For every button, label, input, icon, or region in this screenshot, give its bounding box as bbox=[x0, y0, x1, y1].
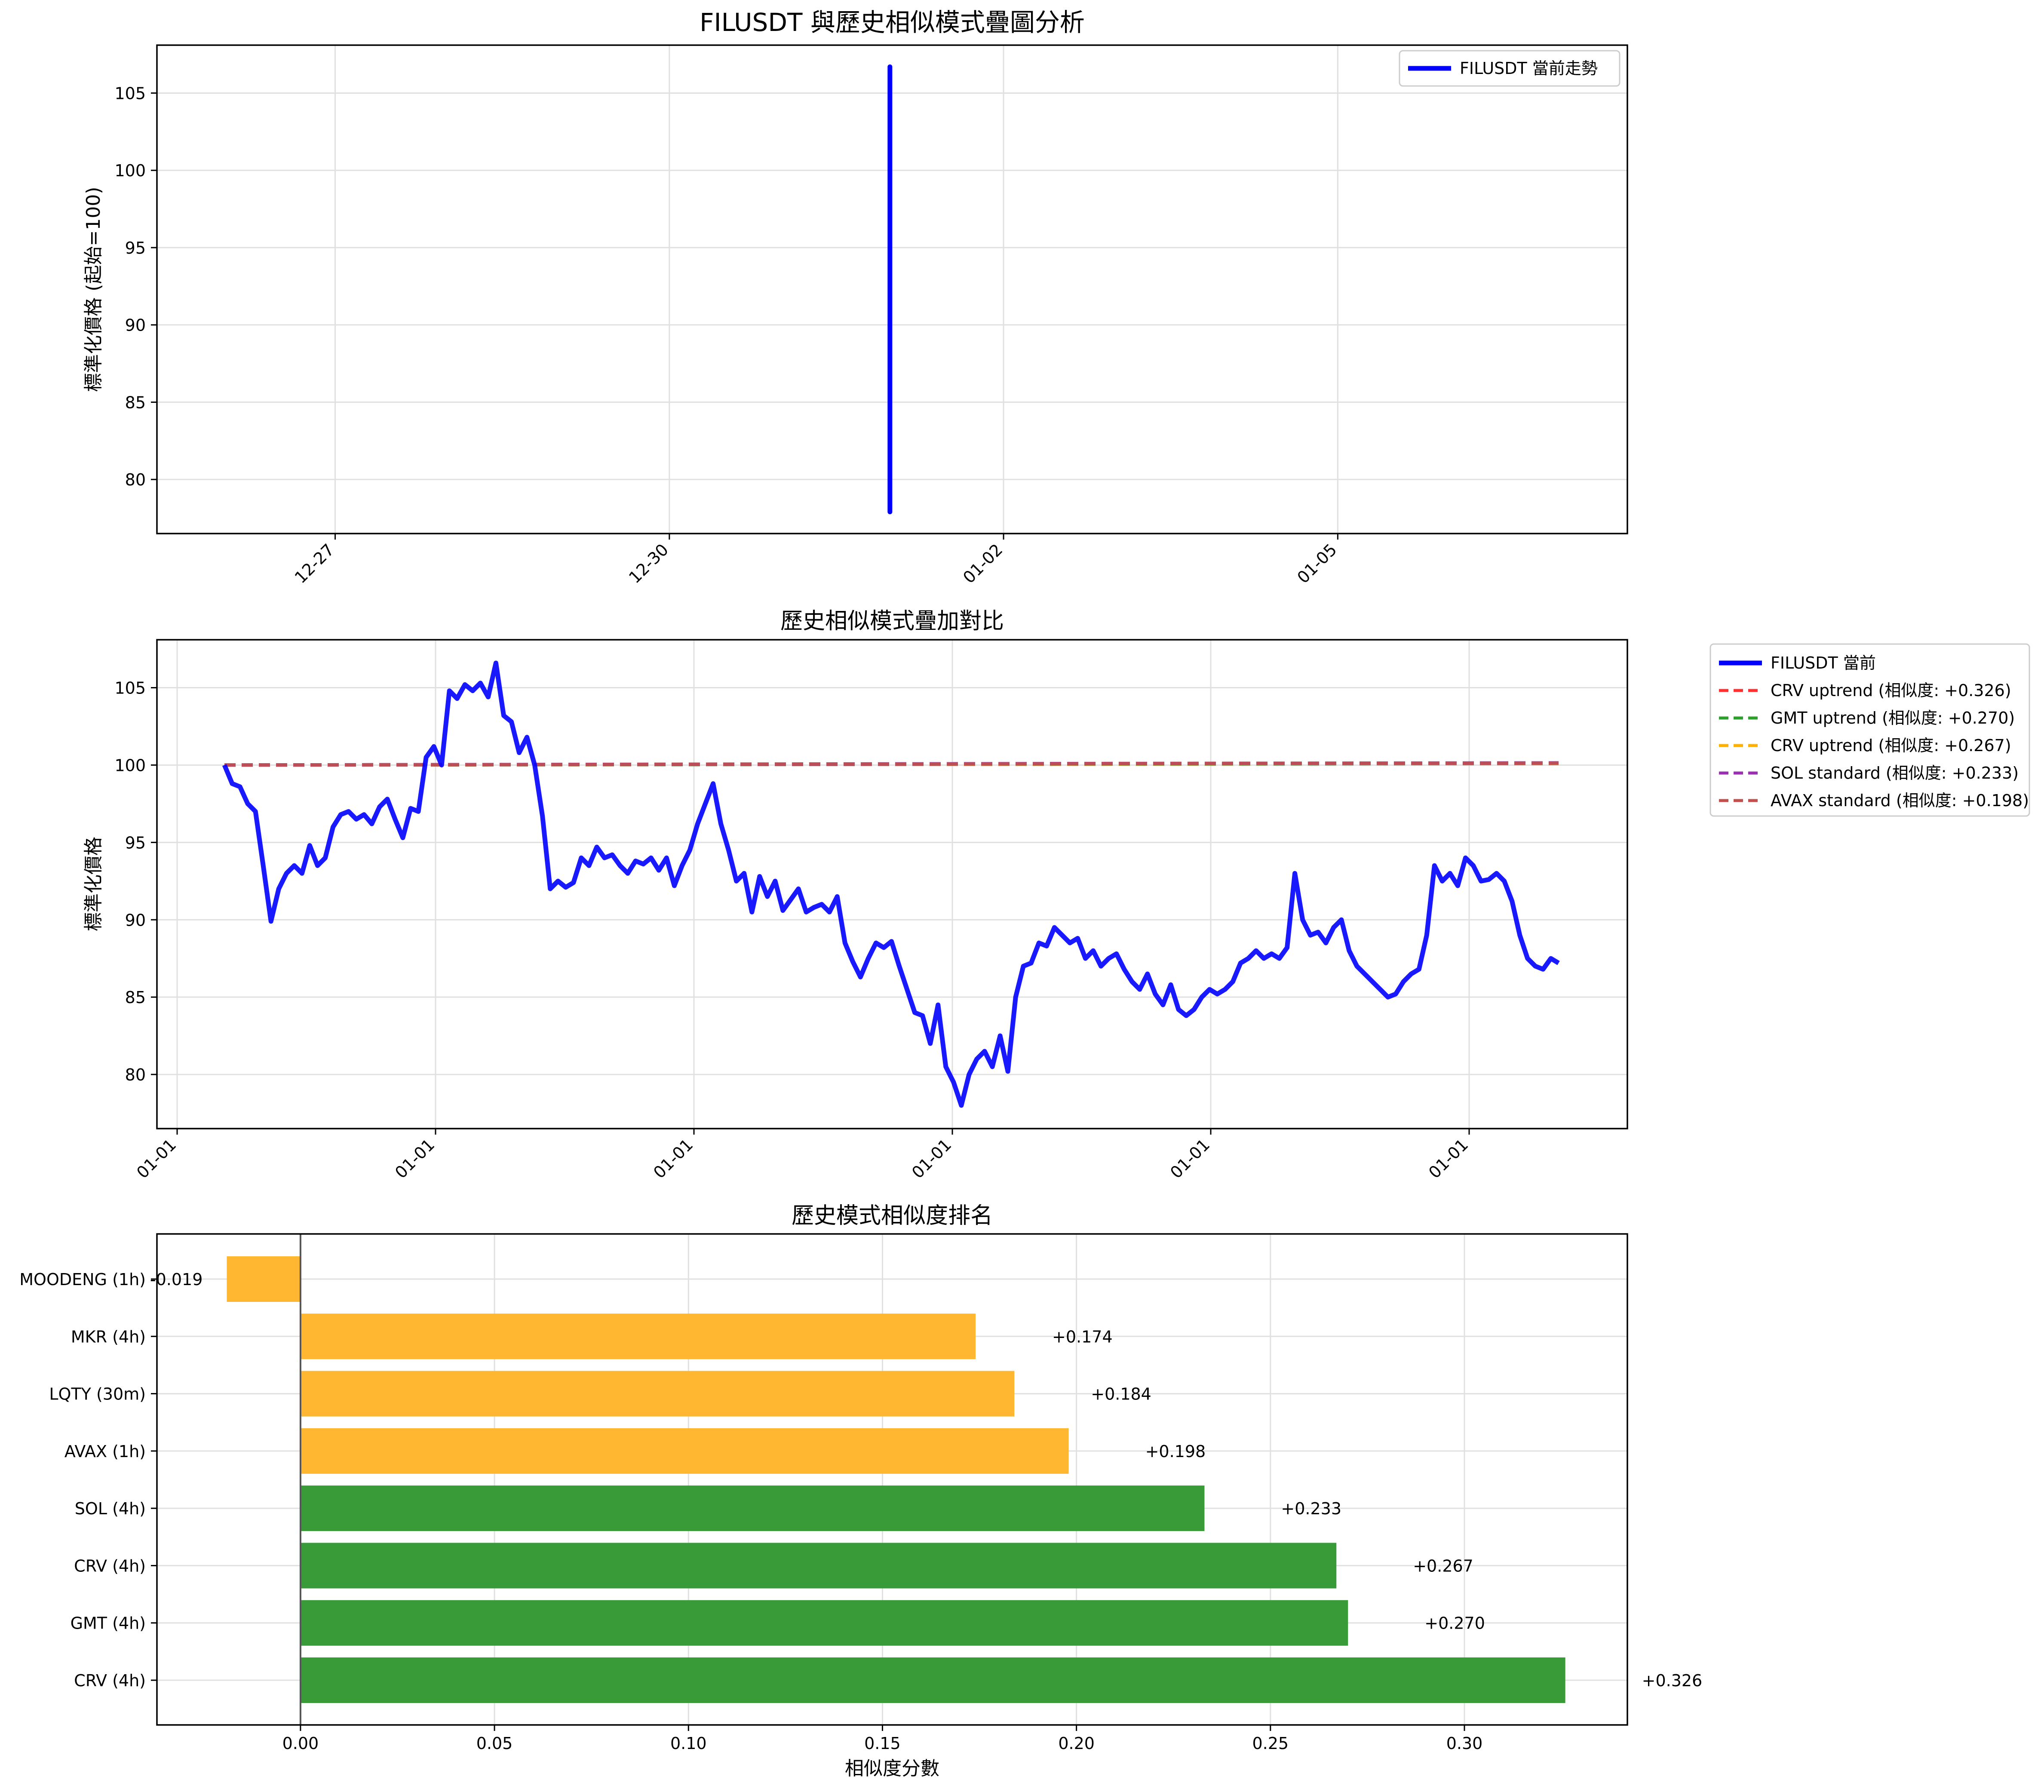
value-label-2: +0.184 bbox=[1091, 1385, 1151, 1404]
legend-box-1 bbox=[1399, 50, 1620, 87]
x-tick-label: 01-02 bbox=[959, 540, 1006, 587]
value-label-0: -0.019 bbox=[150, 1270, 203, 1289]
series-line-0 bbox=[222, 660, 1560, 1108]
x-tick-label: 0.05 bbox=[476, 1734, 513, 1753]
legend-label-0: FILUSDT 當前 bbox=[1771, 654, 1876, 672]
value-label-1: +0.174 bbox=[1052, 1327, 1113, 1346]
x-ticks-3: 0.00 0.05 0.10 0.15 0.20 0.25 0.30 bbox=[282, 1725, 1483, 1753]
y-axis-label-2: 標準化價格 bbox=[83, 837, 104, 931]
category-label-2: LQTY (30m) bbox=[49, 1385, 146, 1404]
y-axis-label-1: 標準化價格 (起始=100) bbox=[83, 187, 104, 392]
bar-6 bbox=[300, 1600, 1348, 1646]
x-tick-label: 01-05 bbox=[1294, 540, 1341, 587]
plot-area-3 bbox=[156, 1233, 1628, 1726]
legend-items-2: FILUSDT 當前 CRV uptrend (相似度: +0.326) GMT u… bbox=[1719, 654, 2029, 810]
x-tick-label: 01-01 bbox=[1166, 1135, 1213, 1182]
bar-1 bbox=[300, 1313, 976, 1359]
panel-current-trend: FILUSDT 與歷史相似模式疊圖分析 標準化價格 (起始=100) 80 85 9… bbox=[83, 8, 1628, 587]
y-ticks-1: 80 85 90 95 100 105 bbox=[114, 84, 157, 489]
y-tick-label: 105 bbox=[114, 84, 146, 103]
x-tick-label: 0.20 bbox=[1058, 1734, 1095, 1753]
x-tick-label: 01-01 bbox=[133, 1135, 180, 1182]
value-labels-3: -0.019 +0.174 +0.184 +0.198 +0.233 +0.267 +0.2… bbox=[150, 1270, 1702, 1690]
value-label-3: +0.198 bbox=[1145, 1442, 1206, 1461]
category-label-5: CRV (4h) bbox=[74, 1556, 146, 1575]
x-tick-label: 12-27 bbox=[291, 540, 338, 587]
grid-2 bbox=[157, 640, 1627, 1129]
category-label-3: AVAX (1h) bbox=[64, 1442, 146, 1461]
legend-label-filusdt-trend: FILUSDT 當前走勢 bbox=[1460, 59, 1598, 78]
x-tick-label: 0.00 bbox=[282, 1734, 319, 1753]
bar-2 bbox=[300, 1371, 1015, 1417]
series-layer-2 bbox=[222, 660, 1560, 1108]
plot-area-2 bbox=[156, 639, 1628, 1129]
x-tick-label: 01-01 bbox=[908, 1135, 955, 1182]
x-tick-label: 0.10 bbox=[670, 1734, 707, 1753]
y-tick-label: 85 bbox=[125, 393, 146, 412]
y-tick-label: 100 bbox=[114, 756, 146, 775]
value-label-6: +0.270 bbox=[1424, 1614, 1485, 1633]
legend-label-3: CRV uptrend (相似度: +0.267) bbox=[1771, 736, 2011, 755]
bar-7 bbox=[300, 1657, 1565, 1703]
category-label-7: CRV (4h) bbox=[74, 1671, 146, 1690]
x-tick-label: 12-30 bbox=[625, 540, 672, 587]
plot-area-1 bbox=[156, 44, 1628, 534]
bars-layer bbox=[227, 1256, 1565, 1703]
series-line-5 bbox=[224, 761, 1559, 767]
bar-4 bbox=[300, 1485, 1205, 1531]
legend-label-5: AVAX standard (相似度: +0.198) bbox=[1771, 791, 2029, 810]
y-tick-label: 95 bbox=[125, 239, 146, 258]
y-tick-label: 90 bbox=[125, 911, 146, 930]
bar-5 bbox=[300, 1543, 1337, 1589]
category-label-0: MOODENG (1h) bbox=[19, 1270, 146, 1289]
x-tick-label: 01-01 bbox=[1425, 1135, 1472, 1182]
y-tick-label: 90 bbox=[125, 316, 146, 335]
y-tick-label: 95 bbox=[125, 833, 146, 852]
x-tick-label: 0.30 bbox=[1446, 1734, 1483, 1753]
value-label-5: +0.267 bbox=[1413, 1556, 1473, 1575]
legend-label-1: CRV uptrend (相似度: +0.326) bbox=[1771, 681, 2011, 700]
chart-title-3: 歷史模式相似度排名 bbox=[792, 1203, 993, 1229]
x-axis-label-3: 相似度分數 bbox=[845, 1758, 939, 1780]
legend-2: FILUSDT 當前 CRV uptrend (相似度: +0.326) GMT u… bbox=[1709, 643, 2030, 817]
category-labels-3: MOODENG (1h) MKR (4h) LQTY (30m) AVAX (1h) S… bbox=[19, 1270, 157, 1690]
x-ticks-1: 12-27 12-30 01-02 01-05 bbox=[291, 534, 1341, 587]
category-label-6: GMT (4h) bbox=[71, 1614, 146, 1633]
y-ticks-2: 80 85 90 95 100 105 bbox=[114, 679, 157, 1084]
y-tick-label: 80 bbox=[125, 1065, 146, 1084]
legend-1: FILUSDT 當前走勢 bbox=[1399, 50, 1620, 87]
value-label-7: +0.326 bbox=[1642, 1671, 1703, 1690]
y-tick-label: 105 bbox=[114, 679, 146, 698]
y-tick-label: 80 bbox=[125, 470, 146, 489]
y-tick-label: 100 bbox=[114, 161, 146, 180]
value-label-4: +0.233 bbox=[1281, 1499, 1341, 1518]
bar-0 bbox=[227, 1256, 301, 1302]
legend-label-4: SOL standard (相似度: +0.233) bbox=[1771, 764, 2019, 782]
bar-3 bbox=[300, 1428, 1069, 1474]
chart-title-1: FILUSDT 與歷史相似模式疊圖分析 bbox=[700, 8, 1085, 37]
chart-title-2: 歷史相似模式疊加對比 bbox=[780, 608, 1004, 634]
y-tick-label: 85 bbox=[125, 988, 146, 1007]
panel-similarity-ranking: 歷史模式相似度排名 相似度分數 0.00 0.05 0.10 0.15 0.20 0.25… bbox=[19, 1203, 1702, 1780]
x-tick-label: 0.15 bbox=[864, 1734, 901, 1753]
legend-label-2: GMT uptrend (相似度: +0.270) bbox=[1771, 709, 2015, 727]
x-tick-label: 01-01 bbox=[650, 1135, 697, 1182]
x-ticks-2: 01-01 01-01 01-01 01-01 01-01 01-01 bbox=[133, 1129, 1472, 1182]
category-label-1: MKR (4h) bbox=[71, 1327, 146, 1346]
grid-3 bbox=[157, 1234, 1627, 1725]
legend-box-2 bbox=[1709, 643, 2030, 817]
category-label-4: SOL (4h) bbox=[75, 1499, 146, 1518]
x-tick-label: 0.25 bbox=[1252, 1734, 1289, 1753]
x-tick-label: 01-01 bbox=[391, 1135, 438, 1182]
